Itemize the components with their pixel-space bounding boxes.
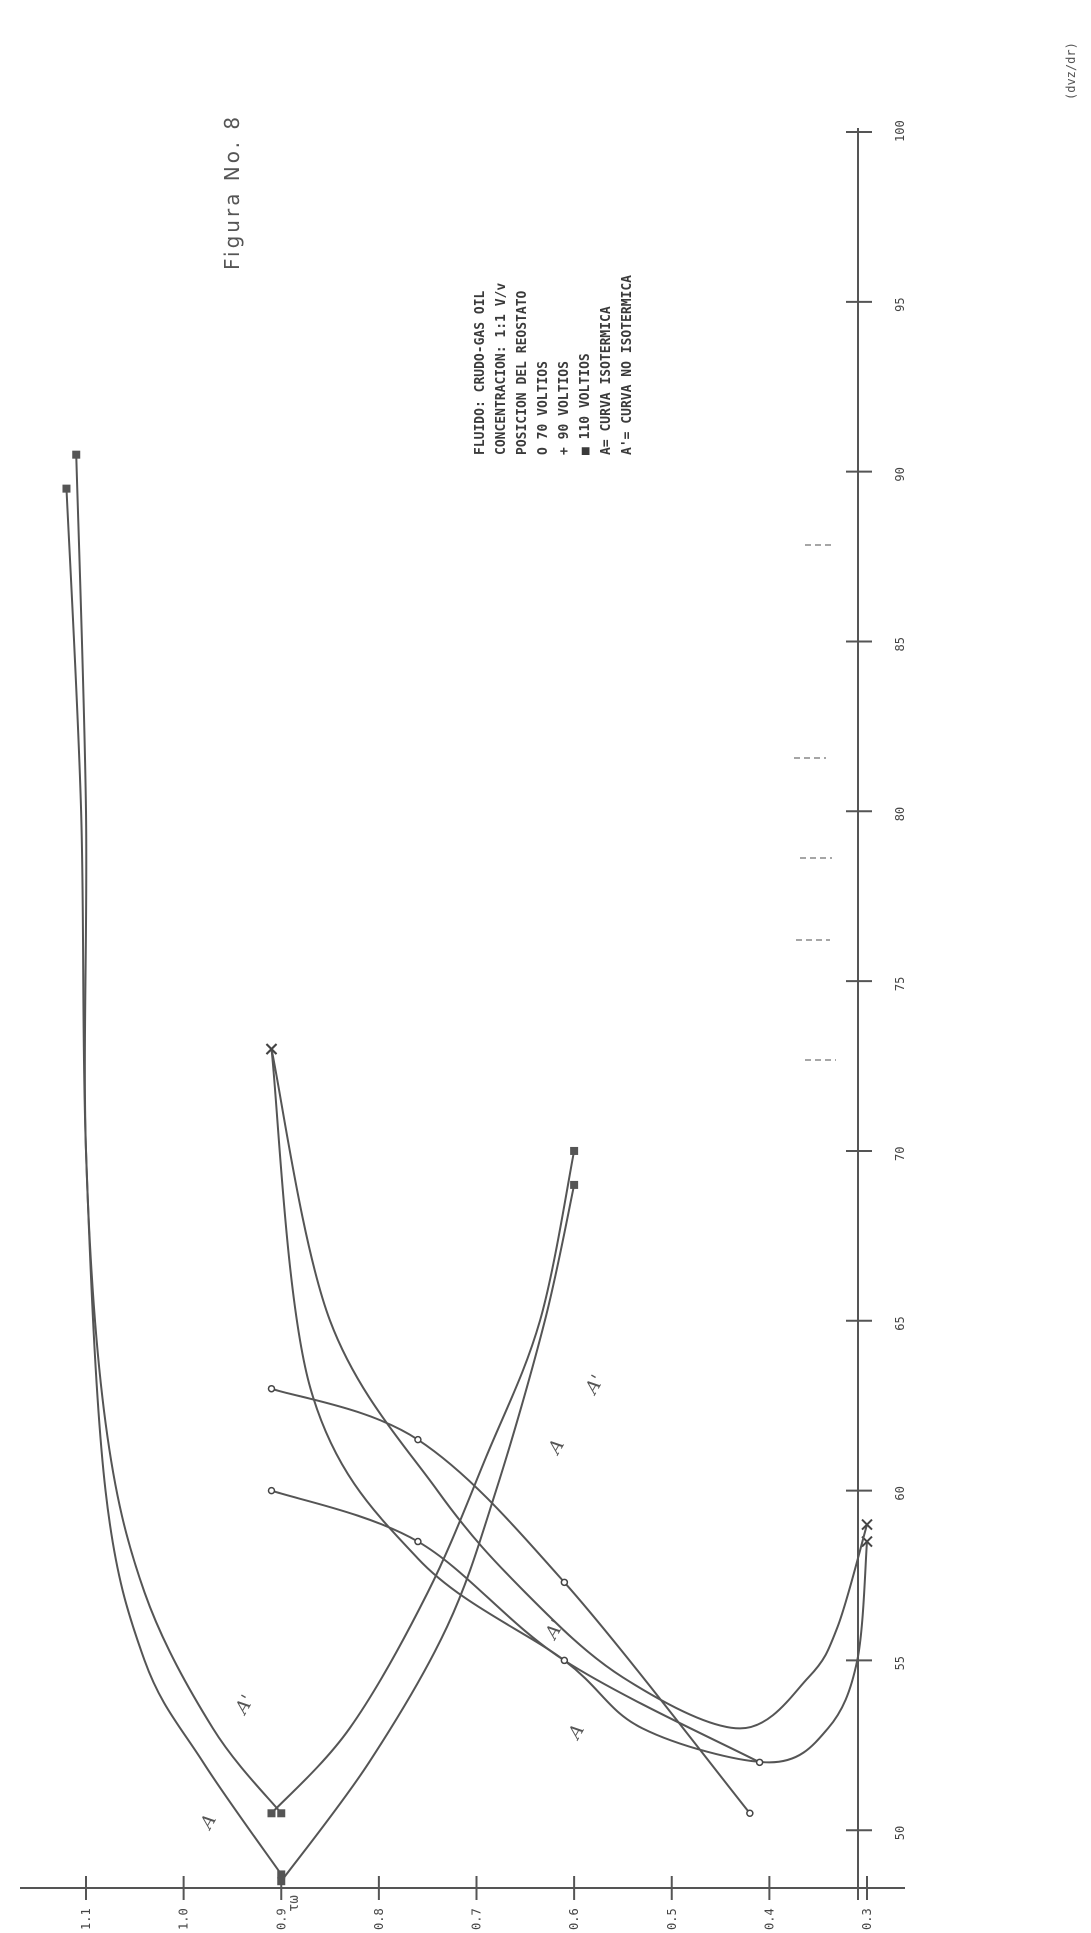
x-tick-label: 50 xyxy=(893,1826,907,1840)
data-point xyxy=(414,1537,422,1546)
data-point xyxy=(560,1578,569,1587)
data-point xyxy=(62,484,71,493)
x-tick-label: 95 xyxy=(893,297,907,311)
y-tick-label: 0.4 xyxy=(762,1908,776,1930)
series-line xyxy=(270,1150,576,1814)
x-tick-label: 55 xyxy=(893,1656,907,1670)
legend-line: + 90 VOLTIOS xyxy=(557,361,572,455)
curve-annotation: A' xyxy=(580,1371,608,1399)
y-tick-label: 0.9 xyxy=(274,1908,288,1930)
x-tick-label: 80 xyxy=(893,807,907,821)
x-tick-label: 75 xyxy=(893,977,907,991)
y-tick-label: 0.6 xyxy=(567,1908,581,1930)
y-tick-label: 1.0 xyxy=(177,1908,191,1930)
data-point xyxy=(277,1877,286,1886)
data-point xyxy=(267,1486,276,1495)
data-point xyxy=(570,1146,579,1155)
data-point xyxy=(414,1435,422,1444)
y-tick-label: 1.1 xyxy=(79,1908,93,1930)
series-line xyxy=(270,1048,868,1764)
x-tick-label: 90 xyxy=(893,467,907,481)
x-tick-label: 85 xyxy=(893,637,907,651)
data-point xyxy=(755,1758,764,1767)
curve-annotation: A' xyxy=(230,1691,258,1719)
legend-line: POSICION DEL REOSTATO xyxy=(515,290,530,455)
series-line xyxy=(280,1184,576,1882)
legend-line: CONCENTRACION: 1:1 V/v xyxy=(494,282,509,455)
series-line xyxy=(65,488,283,1875)
data-point xyxy=(746,1809,754,1818)
curve-annotation: A' xyxy=(540,1616,568,1644)
curve-annotation: A xyxy=(543,1436,569,1459)
data-point xyxy=(72,450,81,459)
curve-annotation: A xyxy=(195,1811,221,1834)
data-point xyxy=(265,1043,278,1055)
y-axis-label: τω xyxy=(286,1895,302,1912)
chart-title: Figura No. 8 xyxy=(220,113,244,270)
x-axis-label: (dvz/dr) xyxy=(1064,42,1078,100)
series-line xyxy=(75,454,283,1814)
series-line xyxy=(270,1048,868,1730)
data-point xyxy=(267,1809,276,1818)
legend-line: A= CURVA ISOTERMICA xyxy=(599,306,614,455)
legend-line: FLUIDO: CRUDO-GAS OIL xyxy=(473,290,488,455)
data-point xyxy=(267,1384,276,1393)
legend-line: A'= CURVA NO ISOTERMICA xyxy=(620,274,635,455)
y-tick-label: 0.8 xyxy=(372,1908,386,1930)
x-tick-label: 100 xyxy=(893,120,907,142)
y-tick-label: 0.7 xyxy=(470,1908,484,1930)
x-tick-label: 60 xyxy=(893,1486,907,1500)
series-line xyxy=(271,1489,761,1764)
x-tick-label: 65 xyxy=(893,1316,907,1330)
y-tick-label: 0.5 xyxy=(665,1908,679,1930)
data-point xyxy=(277,1809,286,1818)
x-tick-label: 70 xyxy=(893,1147,907,1161)
legend-line: O 70 VOLTIOS xyxy=(536,361,551,455)
legend-line: ■ 110 VOLTIOS xyxy=(578,353,593,455)
data-point xyxy=(560,1656,569,1665)
data-point xyxy=(277,1870,286,1879)
y-tick-label: 0.3 xyxy=(860,1908,874,1930)
series-line xyxy=(271,1387,751,1814)
data-point xyxy=(570,1180,579,1189)
data-point xyxy=(861,1518,873,1531)
chart-legend: FLUIDO: CRUDO-GAS OIL CONCENTRACION: 1:1… xyxy=(470,275,638,455)
curve-annotation: A xyxy=(563,1721,589,1744)
